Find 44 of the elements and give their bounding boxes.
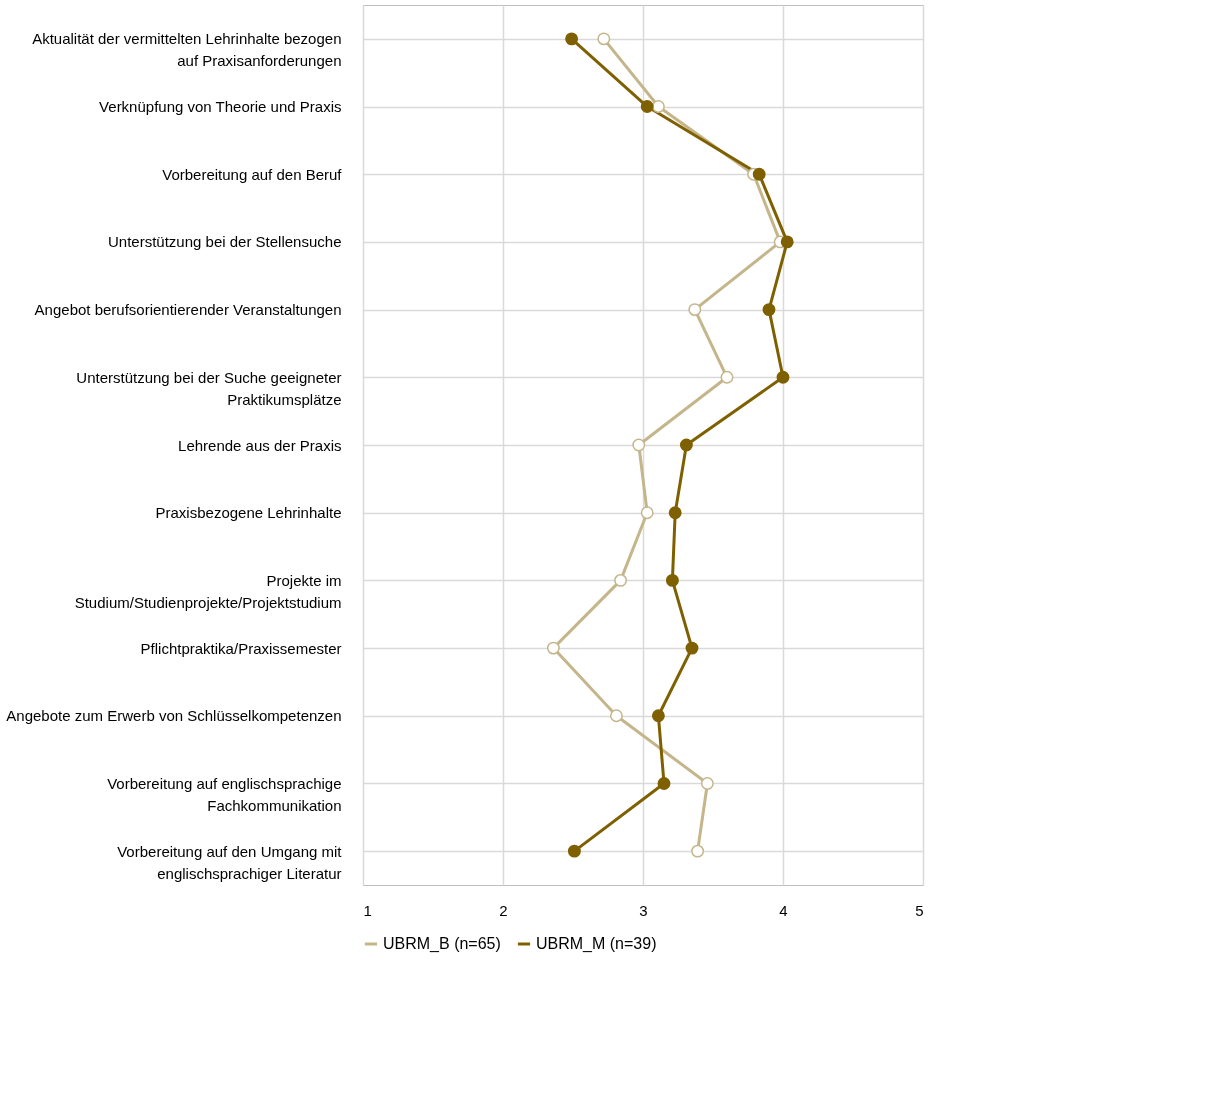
point [691, 844, 705, 858]
point [546, 641, 560, 655]
point [567, 844, 581, 858]
y-tick-label: Angebote zum Erwerb von Schlüsselkompetenzen [6, 707, 342, 725]
point [762, 303, 776, 317]
point [640, 100, 654, 113]
y-tick-label: Pflichtpraktika/Praxissemester [140, 639, 342, 657]
point [640, 506, 654, 520]
y-tick-label: Angebot berufsorientierender Veranstaltungen [34, 301, 342, 319]
x-tick-label: 2 [499, 901, 508, 919]
point [657, 777, 671, 790]
point [632, 438, 646, 452]
point [609, 709, 623, 723]
y-tick-label: Vorbereitung auf englischsprachige Fachkommunikation [107, 774, 342, 814]
legend-label: UBRM_M (n=39) [536, 935, 657, 953]
point [752, 167, 766, 181]
point [668, 506, 682, 520]
point [665, 573, 679, 587]
point [685, 641, 699, 655]
x-tick-label: 1 [363, 901, 372, 919]
point [780, 235, 794, 249]
point [688, 303, 702, 317]
y-tick-label: Unterstützung bei der Stellensuche [108, 233, 342, 251]
point [614, 573, 628, 587]
point [597, 32, 611, 46]
y-tick-label: Vorbereitung auf den Beruf [162, 165, 343, 183]
x-tick-label: 4 [779, 901, 788, 919]
point [776, 370, 790, 384]
y-tick-label: Vorbereitung auf den Umgang mit englischsprachiger Literatur [117, 842, 343, 882]
point [565, 32, 579, 46]
point [651, 100, 665, 113]
x-tick-label: 3 [639, 901, 648, 919]
point [679, 438, 693, 452]
y-tick-label: Lehrende aus der Praxis [178, 436, 342, 454]
legend-label: UBRM_B (n=65) [383, 935, 501, 953]
y-tick-label: Verknüpfung von Theorie und Praxis [99, 98, 342, 116]
y-tick-label: Praxisbezogene Lehrinhalte [155, 504, 342, 522]
point [700, 777, 714, 790]
y-tick-label: Projekte im Studium/Studienprojekte/Projektstudium [74, 571, 342, 611]
point [720, 370, 734, 384]
y-tick-label: Aktualität der vermittelten Lehrinhalte bezogen auf Praxisanforderungen [32, 30, 342, 70]
point [651, 709, 665, 723]
x-tick-label: 5 [915, 901, 924, 919]
y-tick-label: Unterstützung bei der Suche geeigneter Praktikumsplätze [76, 368, 342, 408]
